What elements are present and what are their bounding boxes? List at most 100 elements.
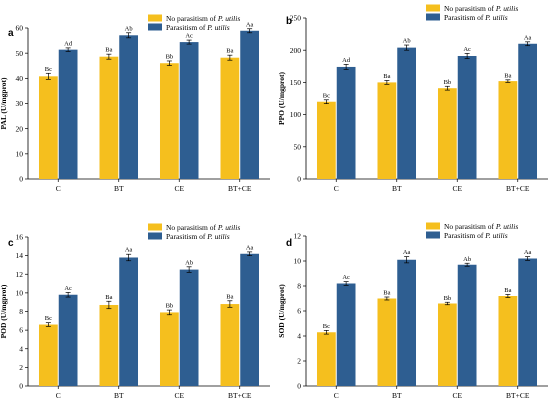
x-tick-label: BT bbox=[392, 184, 402, 193]
bar bbox=[377, 298, 397, 386]
significance-label: Bb bbox=[166, 53, 174, 60]
x-tick-label: C bbox=[56, 391, 61, 400]
significance-label: Bc bbox=[45, 315, 52, 322]
x-tick-label: C bbox=[56, 184, 61, 193]
y-axis-label: PPO (U/mgprot) bbox=[277, 72, 286, 125]
significance-label: Bb bbox=[166, 303, 174, 310]
y-tick-label: 250 bbox=[290, 14, 302, 23]
y-tick-label: 14 bbox=[16, 251, 24, 260]
x-tick-label: C bbox=[334, 391, 339, 400]
legend-swatch bbox=[426, 13, 440, 21]
x-tick-label: BT+CE bbox=[228, 184, 252, 193]
significance-label: Ba bbox=[504, 72, 511, 79]
bar bbox=[159, 312, 179, 386]
bar bbox=[336, 283, 356, 386]
legend-swatch bbox=[426, 231, 440, 239]
significance-label: Bb bbox=[444, 79, 452, 86]
significance-label: Bc bbox=[45, 66, 52, 73]
legend-label: Parasitism of P. utilis bbox=[166, 232, 230, 241]
bar bbox=[498, 296, 518, 386]
panel-letter: d bbox=[286, 238, 292, 249]
legend-label: No parasitism of P. utilis bbox=[166, 14, 240, 23]
significance-label: Aa bbox=[125, 247, 133, 254]
significance-label: Ba bbox=[226, 48, 233, 55]
y-tick-label: 30 bbox=[16, 99, 24, 108]
bar bbox=[240, 253, 260, 386]
legend-swatch bbox=[148, 23, 162, 31]
bar bbox=[58, 49, 78, 179]
significance-label: Ba bbox=[383, 73, 390, 80]
y-tick-label: 50 bbox=[16, 49, 24, 58]
bar bbox=[316, 332, 336, 386]
bar bbox=[179, 269, 199, 386]
legend-label: Parasitism of P. utilis bbox=[166, 23, 230, 32]
bar bbox=[377, 82, 397, 179]
bar bbox=[316, 101, 336, 179]
bar bbox=[437, 88, 457, 179]
bar bbox=[220, 304, 240, 386]
significance-label: Aa bbox=[246, 21, 254, 28]
y-tick-label: 6 bbox=[19, 326, 23, 335]
bar bbox=[498, 81, 518, 179]
y-tick-label: 8 bbox=[297, 282, 301, 291]
significance-label: Bc bbox=[323, 92, 330, 99]
significance-label: Ab bbox=[403, 38, 411, 45]
x-tick-label: BT+CE bbox=[506, 391, 530, 400]
bar bbox=[38, 324, 58, 386]
chart-panel-d: d 0 2 4 6 8 10 12 SOD (U/mgprot) C Bc Ac BT Ba Aa CE Bb A… bbox=[277, 222, 548, 400]
x-tick-label: BT bbox=[114, 391, 124, 400]
y-tick-label: 10 bbox=[16, 149, 24, 158]
y-tick-label: 40 bbox=[16, 74, 24, 83]
y-tick-label: 10 bbox=[16, 288, 24, 297]
significance-label: Aa bbox=[403, 249, 411, 256]
significance-label: Ab bbox=[185, 259, 193, 266]
chart-panel-a: a 0 10 20 30 40 50 60 PAL (U/mgprot) C Bc Ad BT Ba Ab C… bbox=[0, 14, 270, 193]
y-tick-label: 4 bbox=[19, 344, 23, 353]
legend-swatch bbox=[426, 4, 440, 12]
y-tick-label: 12 bbox=[16, 270, 24, 279]
bar bbox=[518, 43, 538, 180]
x-tick-label: CE bbox=[452, 391, 462, 400]
y-tick-label: 10 bbox=[294, 257, 302, 266]
chart-panel-b: b 0 50 100 150 200 250 PPO (U/mgprot) C Bc Ad BT Ba A… bbox=[277, 4, 548, 193]
significance-label: Ba bbox=[226, 293, 233, 300]
y-tick-label: 2 bbox=[297, 357, 301, 366]
x-tick-label: CE bbox=[174, 391, 184, 400]
x-tick-label: BT bbox=[114, 184, 124, 193]
y-tick-label: 100 bbox=[290, 110, 302, 119]
bar bbox=[99, 56, 119, 179]
significance-label: Aa bbox=[246, 244, 254, 251]
y-tick-label: 20 bbox=[16, 124, 24, 133]
bar bbox=[38, 76, 58, 179]
y-tick-label: 0 bbox=[297, 382, 301, 391]
bar bbox=[240, 30, 260, 179]
significance-label: Ac bbox=[342, 274, 350, 281]
bar bbox=[457, 264, 477, 386]
bar bbox=[179, 42, 199, 179]
panel-letter: a bbox=[8, 28, 14, 39]
y-tick-label: 60 bbox=[16, 24, 24, 33]
bar bbox=[437, 303, 457, 386]
y-tick-label: 4 bbox=[297, 332, 301, 341]
legend-swatch bbox=[148, 14, 162, 22]
significance-label: Ba bbox=[105, 294, 112, 301]
bar bbox=[159, 63, 179, 179]
legend-label: No parasitism of P. utilis bbox=[444, 222, 518, 231]
y-tick-label: 16 bbox=[16, 233, 24, 242]
y-axis-label: PAL (U/mgprot) bbox=[0, 77, 8, 130]
y-tick-label: 50 bbox=[294, 142, 302, 151]
bar bbox=[397, 47, 417, 180]
y-tick-label: 200 bbox=[290, 46, 302, 55]
y-tick-label: 0 bbox=[19, 175, 23, 184]
y-axis-label: POD (U/mgprot) bbox=[0, 284, 8, 338]
bar bbox=[397, 259, 417, 386]
significance-label: Ac bbox=[64, 285, 72, 292]
legend-swatch bbox=[148, 232, 162, 240]
x-tick-label: BT bbox=[392, 391, 402, 400]
bar bbox=[119, 35, 139, 179]
y-tick-label: 8 bbox=[19, 307, 23, 316]
significance-label: Ab bbox=[463, 256, 471, 263]
significance-label: Ba bbox=[504, 287, 511, 294]
significance-label: Bb bbox=[444, 295, 452, 302]
bar bbox=[457, 55, 477, 179]
